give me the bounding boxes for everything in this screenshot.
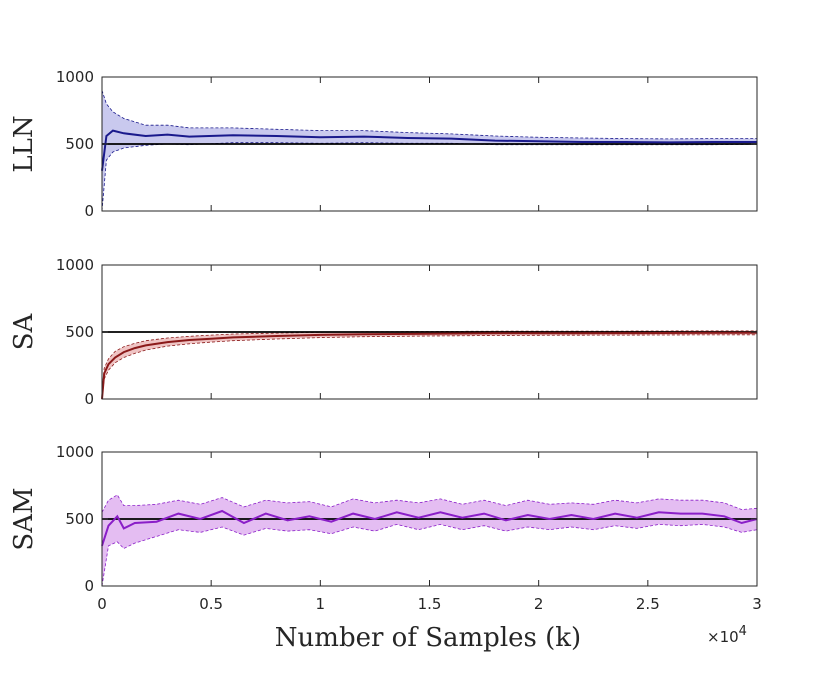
upper-bound-line (101, 330, 757, 396)
confidence-band (102, 494, 757, 586)
y-axis-label: SAM (9, 487, 39, 550)
y-axis-label: LLN (9, 115, 39, 172)
mean-line (101, 331, 758, 400)
panel-lln: 0 500 1000 LLN (9, 68, 758, 220)
x-tick-label: 0 (97, 595, 107, 613)
x-axis-label: Number of Samples (k) (275, 623, 581, 653)
confidence-band (102, 90, 757, 211)
x-tick-label: 3 (752, 595, 762, 613)
panel-sa: 0 500 1000 SA (9, 256, 758, 408)
y-tick-label: 500 (65, 323, 94, 341)
mean-line (101, 509, 758, 547)
y-tick-label: 0 (84, 390, 94, 408)
y-tick-label: 500 (65, 135, 94, 153)
x-axis-multiplier: ×104 (707, 624, 747, 646)
x-tick-label: 2.5 (636, 595, 660, 613)
lower-bound-line (101, 142, 758, 212)
mean-line (101, 129, 757, 171)
x-tick-label: 2 (534, 595, 544, 613)
lower-bound-line (101, 523, 758, 587)
y-tick-label: 1000 (56, 68, 94, 86)
upper-bound-line (101, 90, 757, 140)
panel-sam: 0 500 1000 0 0.5 1 1.5 2 2.5 3 SAM (9, 443, 762, 613)
y-tick-label: 0 (84, 577, 94, 595)
y-axis-label: SA (9, 312, 39, 350)
upper-bound-line (101, 494, 758, 513)
x-tick-label: 1.5 (418, 595, 442, 613)
x-tick-label: 0.5 (199, 595, 223, 613)
y-tick-label: 0 (84, 202, 94, 220)
y-tick-label: 500 (65, 510, 94, 528)
lower-bound-line (101, 334, 758, 400)
y-tick-label: 1000 (56, 443, 94, 461)
x-tick-label: 1 (316, 595, 326, 613)
y-tick-label: 1000 (56, 256, 94, 274)
confidence-band (102, 330, 757, 399)
